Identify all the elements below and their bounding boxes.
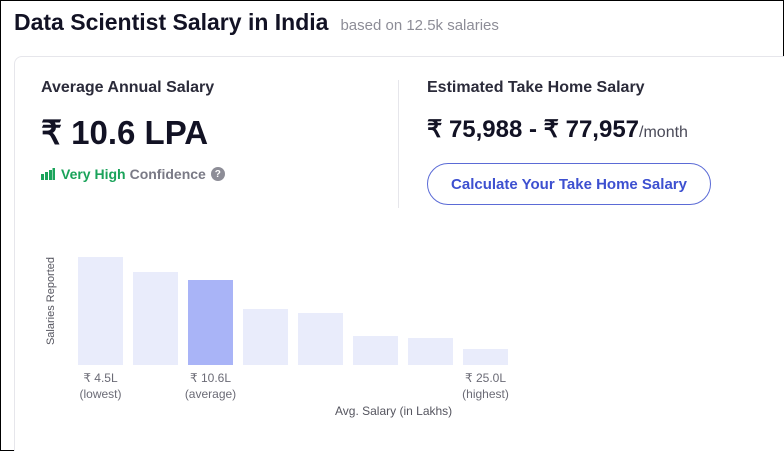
calculate-take-home-button[interactable]: Calculate Your Take Home Salary bbox=[427, 163, 711, 205]
help-icon[interactable]: ? bbox=[210, 167, 225, 181]
x-tick-value: ₹ 25.0L bbox=[465, 371, 506, 385]
average-salary-label: Average Annual Salary bbox=[41, 79, 215, 96]
histogram-bar bbox=[298, 313, 343, 365]
take-home-label: Estimated Take Home Salary bbox=[427, 79, 645, 96]
chart-x-axis-label: Avg. Salary (in Lakhs) bbox=[335, 404, 453, 418]
page-header: Data Scientist Salary in India based on … bbox=[14, 9, 499, 39]
histogram-bar bbox=[188, 280, 233, 365]
salary-histogram bbox=[78, 252, 518, 365]
x-tick-note: (average) bbox=[184, 387, 237, 401]
take-home-value: ₹ 75,988 - ₹ 77,957/month bbox=[427, 115, 688, 144]
histogram-bar bbox=[133, 272, 178, 365]
histogram-bar bbox=[463, 349, 508, 365]
x-tick-value: ₹ 4.5L bbox=[83, 371, 118, 385]
confidence-indicator: Very High Confidence ? bbox=[41, 166, 225, 182]
x-tick-label: ₹ 10.6L (average) bbox=[171, 370, 251, 402]
histogram-bar bbox=[408, 338, 453, 365]
page-title: Data Scientist Salary in India bbox=[14, 9, 329, 35]
x-tick-label: ₹ 25.0L (highest) bbox=[446, 370, 526, 402]
average-salary-value: ₹ 10.6 LPA bbox=[41, 114, 209, 151]
x-tick-value: ₹ 10.6L bbox=[190, 371, 231, 385]
column-divider bbox=[398, 80, 399, 208]
salary-card bbox=[14, 56, 784, 451]
x-tick-note: (lowest) bbox=[79, 387, 122, 401]
signal-bars-icon bbox=[41, 168, 55, 180]
take-home-range: ₹ 75,988 - ₹ 77,957 bbox=[427, 116, 640, 143]
confidence-level: Very High bbox=[61, 166, 126, 182]
confidence-word: Confidence bbox=[129, 166, 206, 182]
x-tick-note: (highest) bbox=[462, 387, 509, 401]
histogram-bar bbox=[243, 309, 288, 365]
histogram-bar bbox=[78, 257, 123, 365]
x-tick-label: ₹ 4.5L (lowest) bbox=[61, 370, 141, 402]
histogram-bar bbox=[353, 336, 398, 365]
take-home-period: /month bbox=[639, 124, 688, 141]
page-subtitle: based on 12.5k salaries bbox=[340, 17, 499, 34]
chart-y-axis-label: Salaries Reported bbox=[45, 256, 57, 346]
